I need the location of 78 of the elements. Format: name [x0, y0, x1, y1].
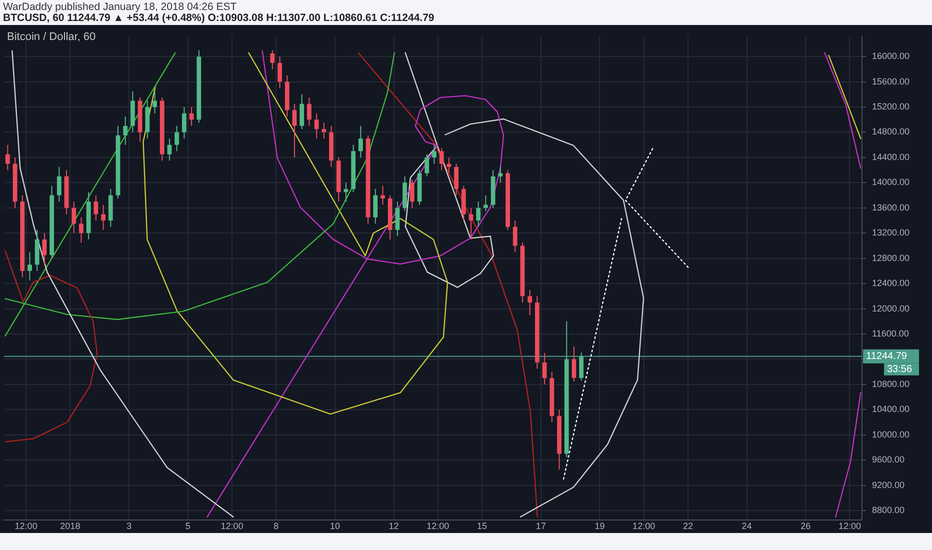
x-tick-label: 10: [330, 520, 340, 531]
x-tick-label: 15: [477, 520, 488, 531]
candlestick: [270, 50, 275, 70]
x-tick-label: 12: [388, 520, 399, 531]
chart-title: Bitcoin / Dollar, 60: [7, 31, 96, 43]
y-tick-label: 12800.00: [872, 252, 910, 263]
text: 33:56: [887, 364, 912, 376]
candlestick: [72, 201, 76, 234]
x-tick-label: 5: [185, 520, 190, 531]
y-tick-label: 14800.00: [872, 126, 910, 137]
y-tick-label: 10400.00: [872, 404, 910, 414]
candlestick: [395, 201, 400, 237]
y-tick-label: 8800.00: [872, 505, 905, 516]
candlestick: [56, 166, 62, 202]
candlestick: [380, 185, 385, 206]
candlestick: [512, 220, 518, 253]
candlestick: [306, 97, 312, 126]
x-tick-label: 2018: [60, 520, 80, 531]
candlestick: [167, 138, 172, 162]
y-tick-label: 14000.00: [872, 177, 910, 188]
candlestick: [358, 125, 363, 158]
x-tick-label: 12:00: [220, 520, 244, 531]
candlestick: [300, 94, 304, 130]
candlestick: [424, 154, 430, 177]
candlestick: [373, 188, 378, 224]
text: WarDaddy published January 18, 2018 04:26 EST: [3, 1, 237, 13]
candlestick: [94, 194, 98, 222]
candlestick: [484, 194, 488, 212]
x-tick-label: 12:00: [632, 520, 656, 531]
chart-subtitle: BTCUSD, 60 11244.79 ▲ +53.44 (+0.48%) O:10903.08 H:11307.00 L:10860.61 C:11244.79: [3, 12, 434, 24]
candlestick: [42, 232, 47, 266]
candlestick: [5, 144, 10, 171]
x-tick-label: 12:00: [14, 520, 38, 531]
candlestick: [468, 207, 474, 240]
x-tick-label: 19: [594, 520, 605, 531]
candlestick: [572, 346, 576, 382]
candlestick: [101, 204, 106, 230]
y-tick-label: 9600.00: [872, 454, 905, 465]
x-tick-label: 22: [682, 520, 693, 531]
candlestick: [432, 144, 436, 164]
candlestick: [278, 56, 282, 89]
x-tick-label: 3: [126, 520, 132, 531]
candlestick: [528, 289, 532, 316]
candlestick: [476, 201, 481, 228]
y-tick-label: 11600.00: [872, 328, 909, 338]
x-tick-label: 26: [800, 520, 811, 531]
candlestick: [579, 352, 584, 382]
y-tick-label: 14400.00: [872, 152, 910, 162]
candlestick: [314, 112, 319, 140]
candlestick: [123, 116, 128, 146]
candlestick: [28, 252, 32, 281]
candlestick: [498, 166, 503, 184]
y-tick-label: 12000.00: [872, 303, 910, 314]
y-tick-label: 10000.00: [872, 429, 910, 440]
y-tick-label: 12400.00: [872, 278, 910, 288]
x-tick-label: 17: [536, 520, 546, 531]
candlestick: [322, 122, 326, 140]
candlestick: [152, 90, 157, 114]
candlestick: [439, 148, 444, 171]
candlestick: [454, 163, 458, 196]
x-tick-label: 12:00: [426, 520, 450, 531]
candlestick: [174, 125, 180, 152]
y-tick-label: 16000.00: [872, 51, 910, 62]
y-tick-label: 15600.00: [872, 76, 910, 86]
y-tick-label: 13200.00: [872, 228, 910, 238]
x-tick-label: 12:00: [838, 520, 862, 531]
x-tick-label: 24: [742, 520, 752, 531]
ref-line-label: 11244.79: [866, 351, 908, 362]
y-tick-label: 10800.00: [872, 378, 910, 389]
candlestick: [182, 106, 186, 140]
y-tick-label: 9200.00: [872, 480, 905, 490]
candlestick: [79, 216, 84, 244]
candlestick: [292, 103, 297, 158]
x-tick-label: 8: [274, 520, 279, 531]
candlestick: [446, 156, 452, 174]
candlestick: [410, 179, 414, 208]
y-tick-label: 15200.00: [872, 102, 910, 112]
y-tick-label: 13600.00: [872, 202, 910, 212]
